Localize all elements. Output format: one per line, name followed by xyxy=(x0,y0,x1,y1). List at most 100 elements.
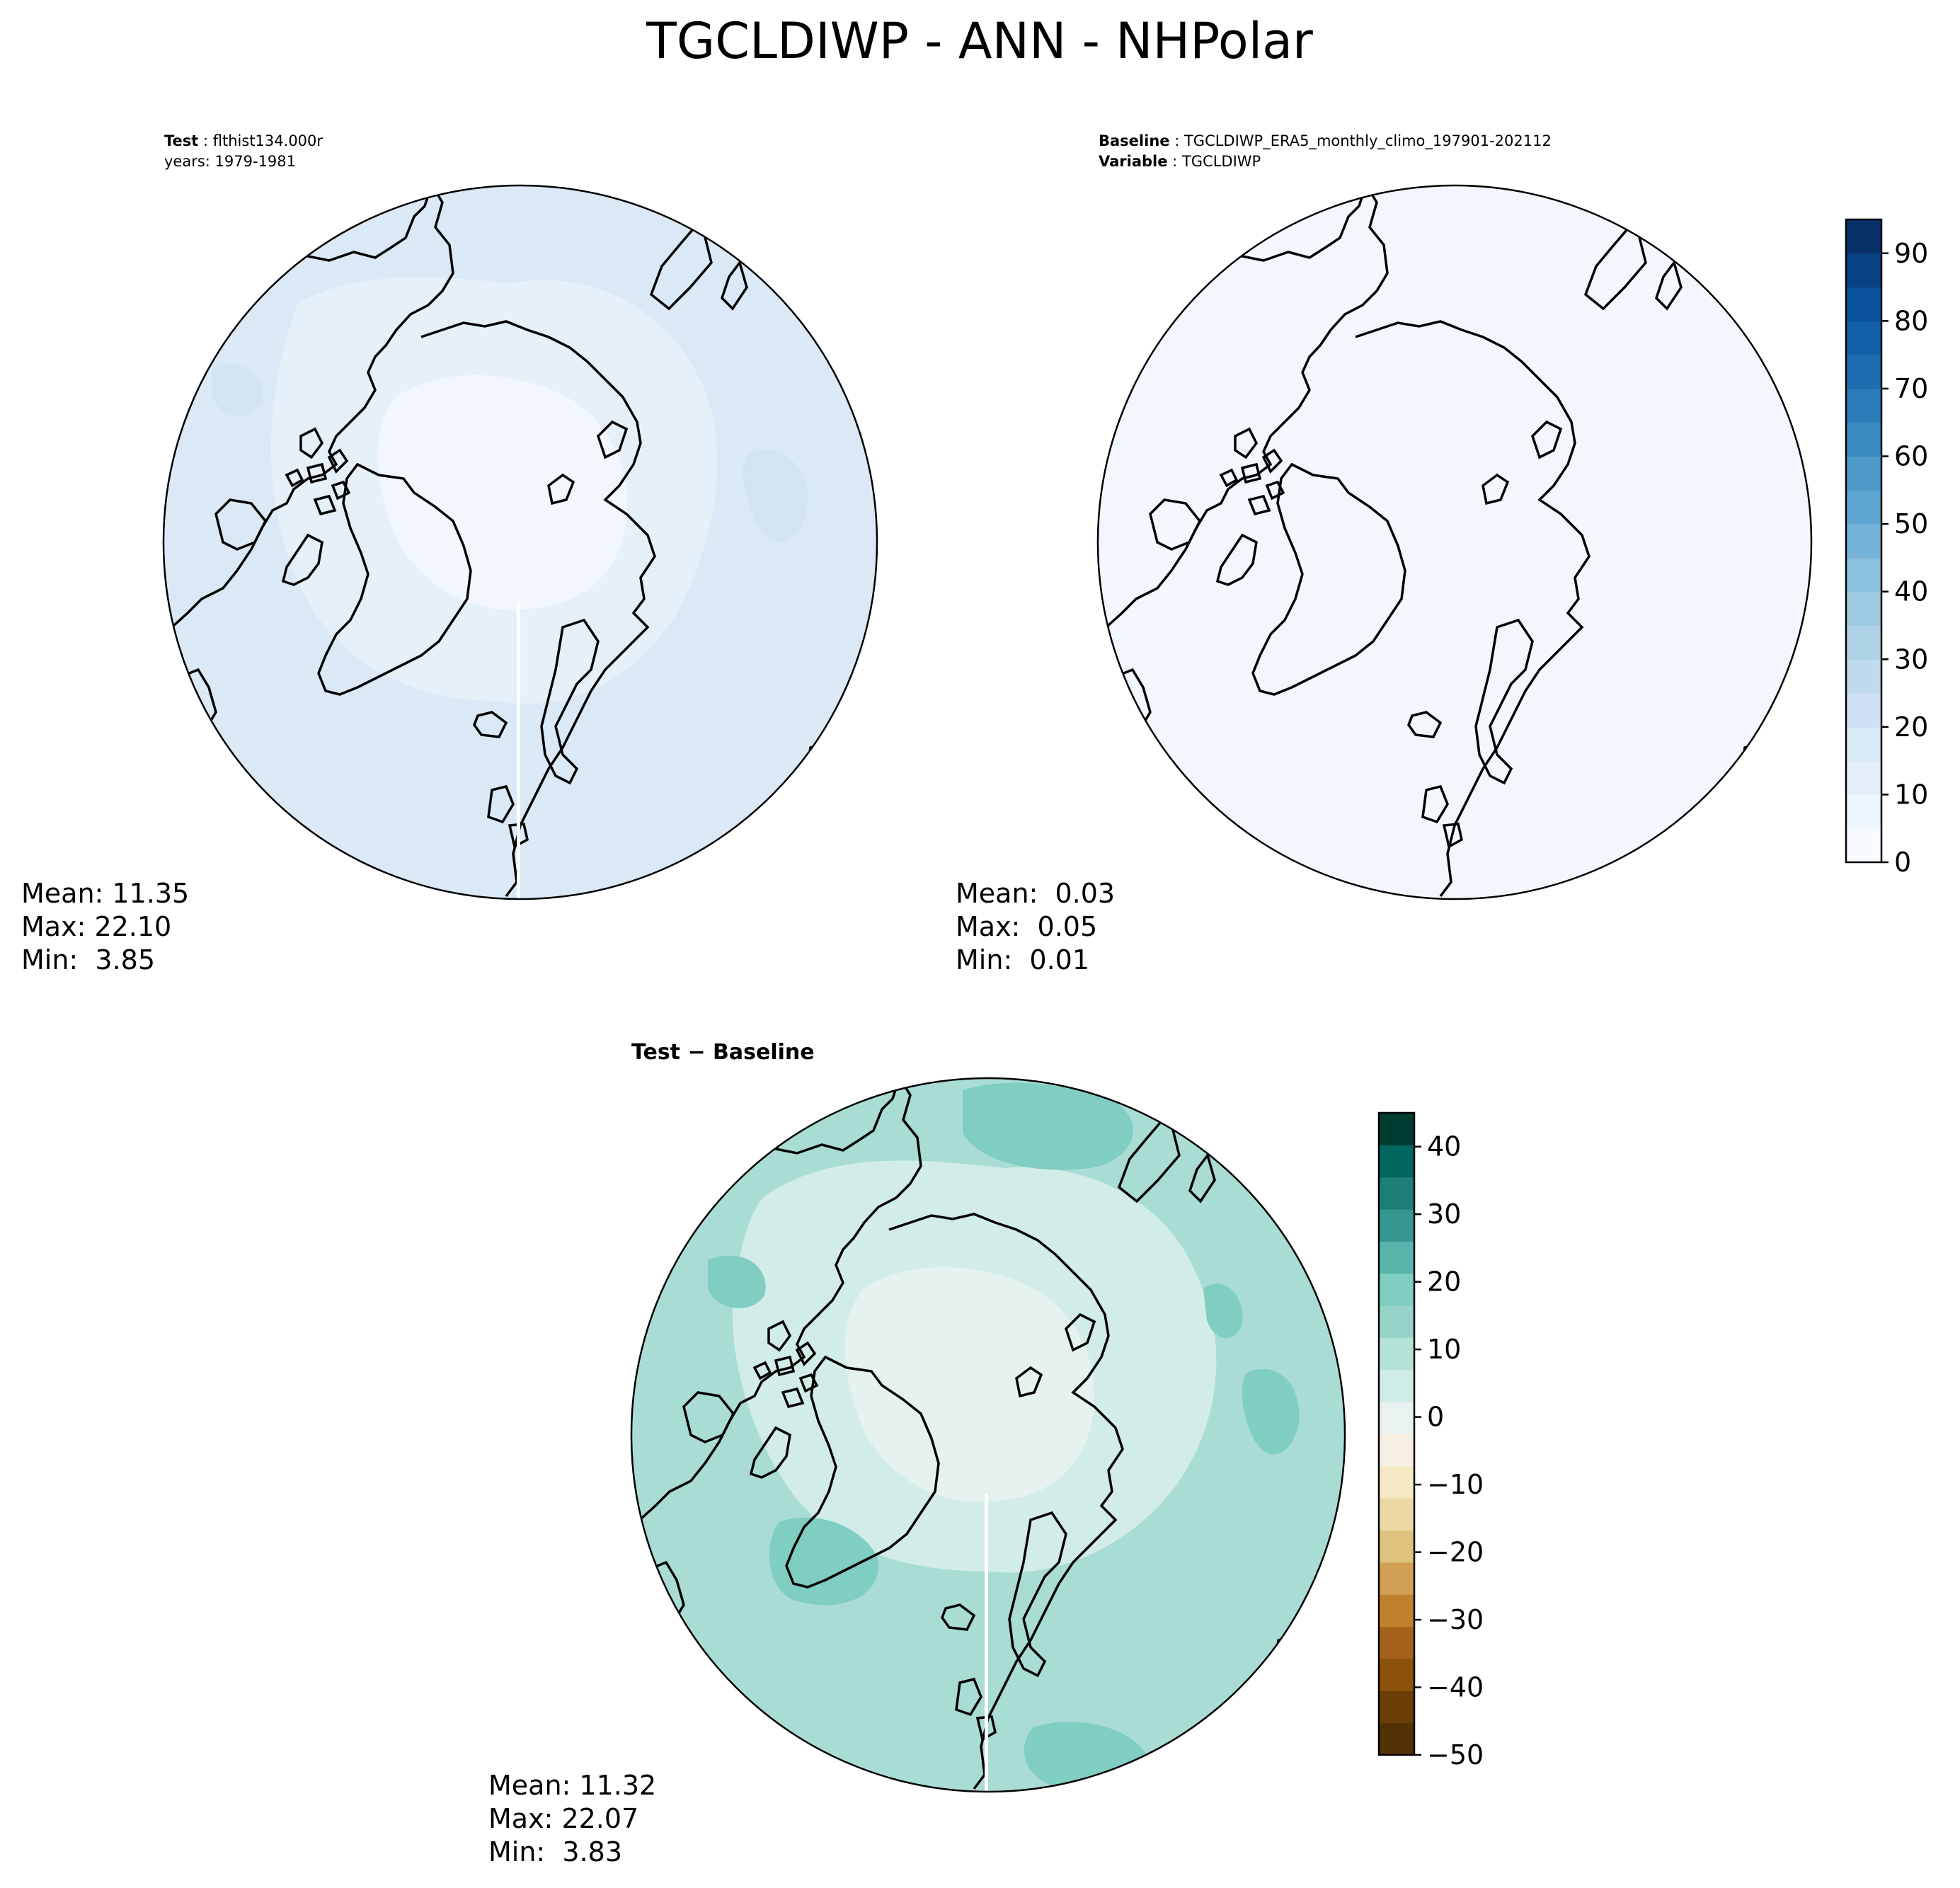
colorbar-test-baseline-segment xyxy=(1846,760,1881,796)
colorbar-test-baseline-tick-label: 90 xyxy=(1894,238,1928,269)
colorbar-test-baseline-tick-label: 60 xyxy=(1894,441,1928,472)
map-test-boundary xyxy=(162,184,878,900)
map-test xyxy=(164,185,877,899)
panel-test: Test : flthist134.000r years: 1979-1981 … xyxy=(21,132,878,976)
stats-baseline-max: Max: 0.05 xyxy=(956,911,1097,942)
colorbar-test-baseline-tick-label: 40 xyxy=(1894,576,1928,607)
colorbar-test-baseline-segment xyxy=(1846,794,1881,829)
map-baseline-fill xyxy=(1098,185,1811,899)
colorbar-diff-segment xyxy=(1379,1465,1414,1499)
map-baseline-boundary xyxy=(1096,184,1813,900)
colorbar-test-baseline-segment xyxy=(1846,287,1881,321)
panel-baseline-variable: Variable : TGCLDIWP xyxy=(1099,153,1261,170)
map-diff xyxy=(631,1078,1345,1792)
colorbar-diff-tick-label: −40 xyxy=(1427,1672,1484,1703)
colorbar-diff-segment xyxy=(1379,1177,1414,1210)
stats-diff-mean: Mean: 11.32 xyxy=(488,1770,656,1801)
colorbar-test-baseline-segment xyxy=(1846,456,1881,491)
colorbar-diff-segment xyxy=(1379,1722,1414,1756)
colorbar-test-baseline-segment xyxy=(1846,490,1881,525)
colorbar-test-baseline-segment xyxy=(1846,219,1881,254)
colorbar-diff-segment xyxy=(1379,1145,1414,1178)
colorbar-diff: 40 30 20 10 0 −10 −20 −30 −40 −50 xyxy=(1377,1111,1484,1770)
figure-title: TGCLDIWP - ANN - NHPolar xyxy=(646,12,1313,70)
colorbar-test-baseline-tick-label: 10 xyxy=(1894,779,1928,810)
stats-test-max: Max: 22.10 xyxy=(21,911,171,942)
colorbar-test-baseline-tick-label: 30 xyxy=(1894,643,1928,675)
colorbar-diff-segment xyxy=(1379,1273,1414,1306)
panel-test-years: years: 1979-1981 xyxy=(164,153,296,170)
colorbar-test-baseline-segment xyxy=(1846,253,1881,288)
colorbar-diff-segment xyxy=(1379,1434,1414,1467)
colorbar-test-baseline-segment xyxy=(1846,388,1881,423)
colorbar-test-baseline-segment xyxy=(1846,726,1881,762)
colorbar-diff-tick-label: −30 xyxy=(1427,1604,1484,1635)
colorbar-test-baseline-segment xyxy=(1846,659,1881,694)
panel-baseline-label-key: Baseline xyxy=(1099,132,1170,149)
colorbar-diff-tick-label: −10 xyxy=(1427,1469,1484,1500)
colorbar-diff-tick-label: 20 xyxy=(1427,1266,1461,1298)
colorbar-diff-segment xyxy=(1379,1658,1414,1691)
colorbar-diff-tick-label: 30 xyxy=(1427,1198,1461,1230)
colorbar-diff-segment xyxy=(1379,1594,1414,1627)
colorbar-test-baseline-segment xyxy=(1846,591,1881,627)
colorbar-test-baseline-tick-label: 20 xyxy=(1894,711,1928,743)
colorbar-diff-segment xyxy=(1379,1690,1414,1724)
colorbar-diff-tick-label: −50 xyxy=(1427,1739,1484,1770)
colorbar-diff-segment xyxy=(1379,1498,1414,1531)
panel-test-label: Test : flthist134.000r xyxy=(164,132,323,149)
panel-baseline-label: Baseline : TGCLDIWP_ERA5_monthly_climo_1… xyxy=(1099,132,1552,150)
stats-test-mean: Mean: 11.35 xyxy=(21,878,189,909)
colorbar-diff-segment xyxy=(1379,1562,1414,1595)
colorbar-test-baseline-segment xyxy=(1846,557,1881,593)
colorbar-diff-tick-label: 10 xyxy=(1427,1334,1461,1365)
panel-baseline-variable-sep: : xyxy=(1172,153,1177,170)
colorbar-test-baseline-segment xyxy=(1846,693,1881,728)
map-diff-boundary xyxy=(630,1077,1346,1793)
colorbar-diff-tick-label: 0 xyxy=(1427,1402,1444,1433)
colorbar-diff-segment xyxy=(1379,1337,1414,1371)
colorbar-test-baseline-segment xyxy=(1846,422,1881,457)
stats-diff-min: Min: 3.83 xyxy=(488,1836,622,1867)
map-diff-seam xyxy=(985,1494,988,1792)
colorbar-test-baseline-tick-label: 70 xyxy=(1894,373,1928,404)
colorbar-diff-segment xyxy=(1379,1241,1414,1274)
colorbar-test-baseline-tick-label: 50 xyxy=(1894,508,1928,539)
map-test-seam xyxy=(517,602,520,899)
panel-diff: Test − Baseline Mean: 11.32 Max: 22.07 M… xyxy=(488,1040,1346,1867)
colorbar-diff-segment xyxy=(1379,1369,1414,1402)
stats-baseline-min: Min: 0.01 xyxy=(956,944,1089,976)
panel-test-label-sep: : xyxy=(203,132,208,149)
panel-diff-label: Test − Baseline xyxy=(631,1040,815,1065)
panel-test-label-value: flthist134.000r xyxy=(213,132,323,149)
map-test-polar-region xyxy=(377,375,628,610)
panel-baseline-variable-value: TGCLDIWP xyxy=(1181,153,1261,170)
panel-baseline: Baseline : TGCLDIWP_ERA5_monthly_climo_1… xyxy=(956,132,1813,976)
colorbar-test-baseline-segment xyxy=(1846,321,1881,355)
colorbar-test-baseline: 0 10 20 30 40 50 60 70 80 90 xyxy=(1845,218,1928,878)
colorbar-diff-segment xyxy=(1379,1530,1414,1563)
colorbar-diff-tick-label: 40 xyxy=(1427,1131,1461,1162)
panel-baseline-label-sep: : xyxy=(1174,132,1179,149)
colorbar-diff-segment xyxy=(1379,1305,1414,1339)
colorbar-test-baseline-tick-label: 80 xyxy=(1894,305,1928,336)
map-diff-center-region xyxy=(844,1267,1095,1502)
panel-test-label-key: Test xyxy=(164,132,198,149)
colorbar-diff-outline xyxy=(1377,1111,1416,1756)
colorbar-test-baseline-outline xyxy=(1845,218,1883,864)
colorbar-test-baseline-segment xyxy=(1846,524,1881,559)
colorbar-diff-tick-label: −20 xyxy=(1427,1537,1484,1568)
panel-baseline-label-value: TGCLDIWP_ERA5_monthly_climo_197901-20211… xyxy=(1184,132,1552,150)
colorbar-test-baseline-segment xyxy=(1846,828,1881,863)
colorbar-test-baseline-segment xyxy=(1846,355,1881,389)
stats-test-min: Min: 3.85 xyxy=(21,944,155,976)
colorbar-diff-segment xyxy=(1379,1402,1414,1435)
colorbar-diff-segment xyxy=(1379,1209,1414,1242)
panel-baseline-variable-key: Variable xyxy=(1099,153,1167,170)
colorbar-test-baseline-tick-label: 0 xyxy=(1894,847,1911,878)
colorbar-diff-segment xyxy=(1379,1626,1414,1659)
colorbar-test-baseline-segment xyxy=(1846,625,1881,660)
colorbar-diff-segment xyxy=(1379,1113,1414,1145)
stats-diff-max: Max: 22.07 xyxy=(488,1803,638,1834)
